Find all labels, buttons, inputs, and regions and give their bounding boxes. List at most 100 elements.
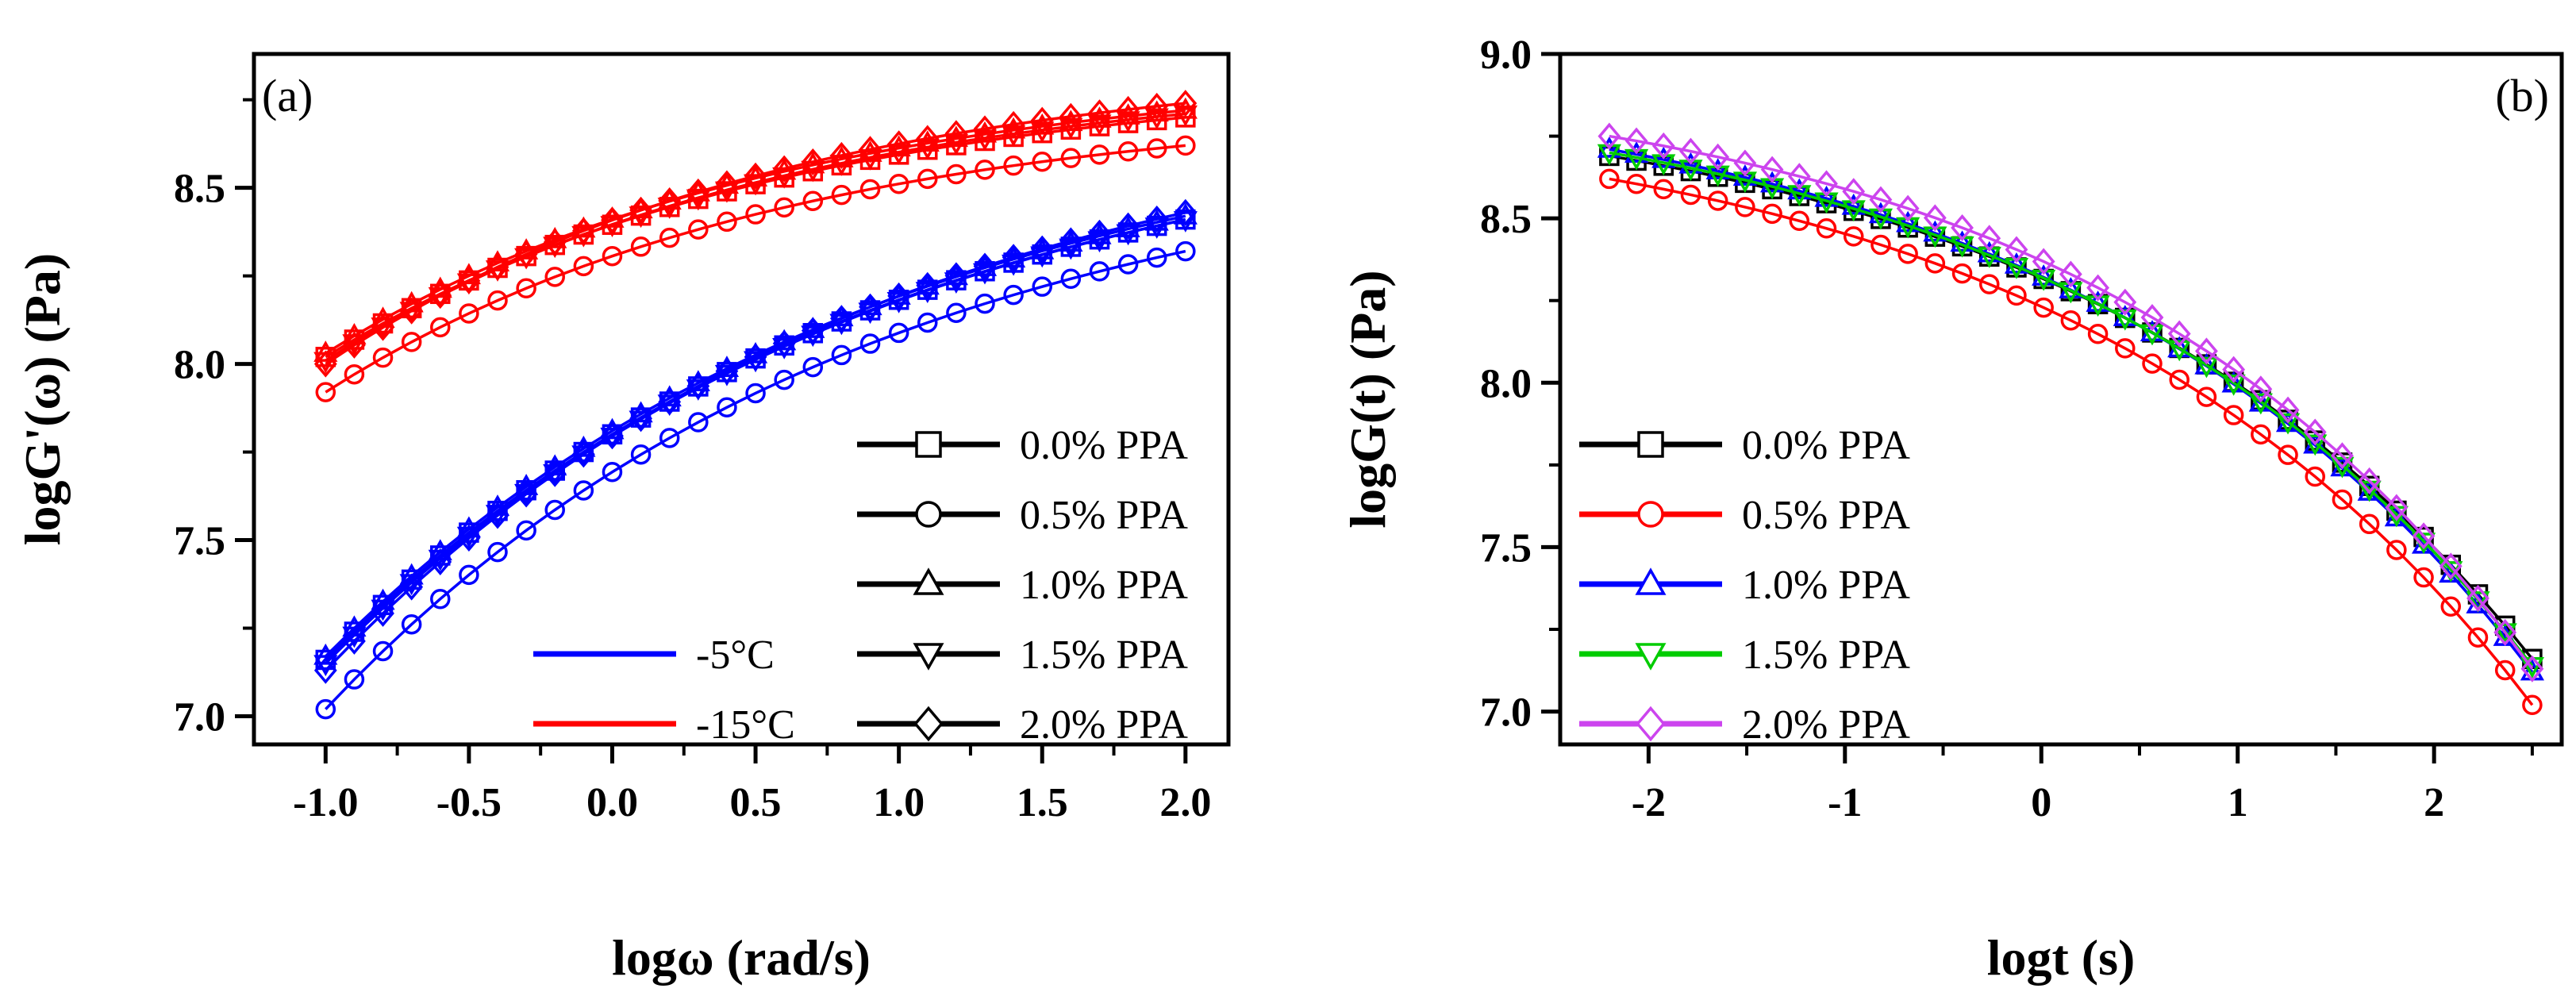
x-tick-label: -2 — [1632, 780, 1666, 825]
data-point — [688, 412, 709, 433]
legend-marker — [913, 567, 944, 595]
data-point — [2115, 338, 2136, 359]
data-point — [573, 480, 594, 501]
data-point — [1003, 155, 1024, 176]
data-point — [1680, 184, 1701, 206]
data-point — [371, 599, 394, 627]
data-point — [688, 219, 709, 240]
data-point — [1924, 253, 1946, 274]
data-point — [1144, 108, 1169, 130]
y-tick-label: 7.5 — [174, 519, 225, 564]
data-point — [2142, 353, 2163, 374]
data-point — [802, 190, 824, 212]
data-point — [831, 184, 852, 206]
data-point — [1978, 225, 2001, 252]
data-point — [1145, 92, 1169, 120]
data-point — [745, 383, 766, 404]
data-point — [344, 669, 365, 690]
data-point — [2087, 324, 2109, 344]
data-point — [459, 564, 479, 586]
series-line — [325, 211, 1186, 672]
data-point — [343, 627, 366, 655]
data-point — [2032, 248, 2055, 275]
data-point — [1087, 114, 1112, 137]
data-point — [2249, 375, 2273, 403]
series-line — [325, 144, 1186, 394]
data-point — [430, 588, 451, 610]
x-tick-label: 1.0 — [873, 780, 925, 825]
data-point — [715, 170, 739, 198]
data-point — [887, 282, 911, 310]
data-point — [1760, 156, 1784, 183]
data-point — [1787, 178, 1812, 200]
data-point — [1030, 235, 1054, 263]
legend-label: 1.0% PPA — [1742, 563, 1910, 608]
data-point — [516, 278, 536, 299]
data-point — [686, 372, 710, 400]
data-point — [343, 331, 366, 359]
data-point — [715, 357, 739, 385]
data-point — [831, 344, 852, 366]
data-point — [2493, 623, 2517, 645]
data-point — [543, 463, 567, 486]
data-point — [972, 129, 998, 152]
data-point — [400, 573, 424, 601]
data-point — [2006, 285, 2027, 306]
data-point — [1175, 135, 1196, 156]
panel-a-legend: 0.0% PPA 0.5% PPA 1.0% PPA 1.5% PPA 2.0% PPA… — [533, 423, 1188, 748]
data-point — [917, 312, 938, 333]
data-point — [2060, 310, 2082, 331]
data-point — [1735, 197, 1755, 217]
data-point — [2386, 540, 2407, 560]
data-point — [1030, 106, 1054, 134]
data-point — [859, 179, 881, 200]
legend-marker — [913, 643, 944, 671]
legend-marker — [1637, 431, 1664, 458]
data-point — [1060, 148, 1082, 168]
legend-label: 1.0% PPA — [1020, 563, 1188, 608]
data-point — [457, 525, 481, 552]
data-point — [571, 217, 595, 244]
data-point — [859, 136, 882, 163]
data-point — [744, 343, 767, 371]
data-point — [1870, 234, 1891, 256]
data-point — [830, 305, 853, 333]
data-point — [1089, 261, 1110, 282]
data-point — [2439, 552, 2463, 580]
data-point — [516, 520, 536, 541]
y-tick-label: 9.0 — [1480, 33, 1532, 78]
legend-marker — [915, 431, 942, 458]
data-point — [2493, 618, 2517, 646]
data-point — [1951, 263, 1973, 284]
data-point — [859, 293, 882, 321]
data-point — [1173, 105, 1198, 127]
data-point — [1707, 190, 1728, 211]
data-point — [944, 262, 968, 290]
data-point — [629, 196, 652, 224]
data-point — [1762, 203, 1782, 225]
legend-marker — [1636, 706, 1666, 742]
panel-a-x-axis-title: logω (rad/s) — [612, 929, 871, 986]
data-point — [486, 502, 509, 529]
data-point — [571, 445, 596, 467]
legend-label: 0.5% PPA — [1742, 493, 1910, 538]
data-point — [2278, 444, 2298, 465]
data-point — [2466, 591, 2490, 613]
data-point — [2494, 660, 2516, 681]
data-point — [544, 267, 565, 287]
data-point — [602, 462, 623, 483]
data-point — [1814, 185, 1839, 207]
panel-a-series — [313, 90, 1198, 720]
data-point — [457, 267, 481, 294]
data-point — [315, 698, 336, 720]
data-point — [1145, 205, 1169, 233]
series-line — [325, 249, 1186, 710]
x-tick-label: 2.0 — [1159, 780, 1211, 825]
data-point — [1896, 194, 1920, 222]
data-point — [2412, 522, 2436, 550]
data-point — [1705, 158, 1730, 180]
data-point — [1624, 141, 1649, 163]
panel-a-label: (a) — [262, 70, 313, 121]
data-point — [1653, 179, 1674, 200]
data-point — [1599, 168, 1620, 190]
